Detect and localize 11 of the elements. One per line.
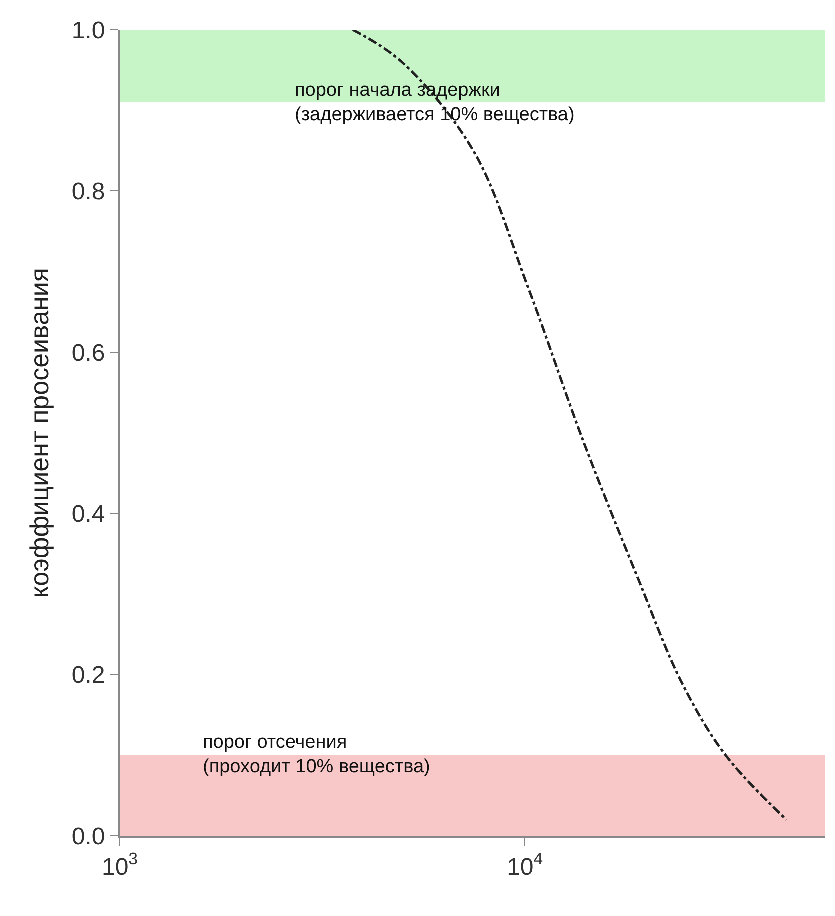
x-tick-label: 10$^{3}$: [102, 850, 138, 881]
y-tick-label: 0.4: [72, 501, 106, 528]
y-axis-title: коэффициент просеивания: [24, 268, 55, 598]
y-tick-label: 0.2: [72, 662, 106, 690]
y-tick-label: 1.0: [72, 17, 106, 44]
y-tick-label: 0.8: [72, 178, 106, 206]
x-tick-label: 10$^{4}$: [507, 850, 544, 881]
y-tick-label: 0.6: [72, 340, 106, 367]
band-label: порог начала задержки (задерживается 10% вещества): [295, 80, 575, 126]
y-tick-label: 0.0: [72, 823, 106, 850]
band-label: порог отсечения (проходит 10% вещества): [203, 732, 430, 778]
